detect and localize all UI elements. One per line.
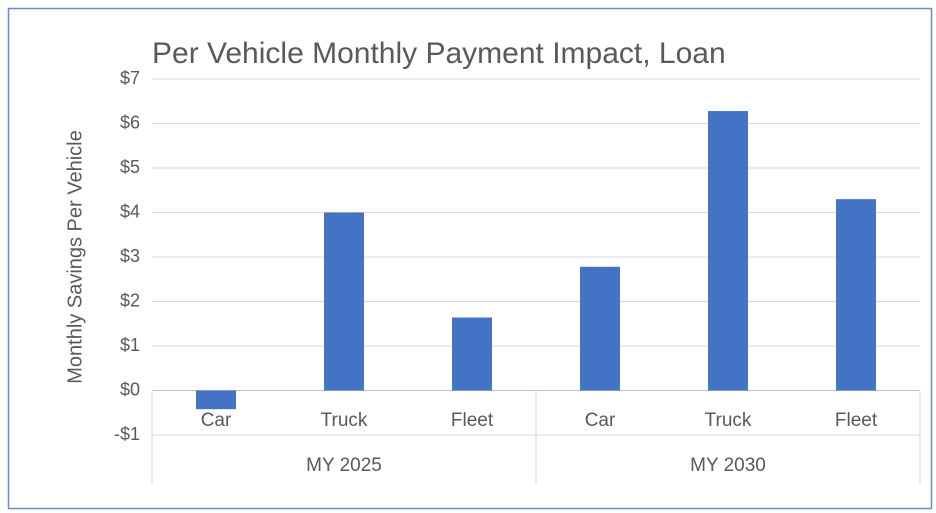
y-tick-label: $3 [120, 246, 140, 266]
chart-title: Per Vehicle Monthly Payment Impact, Loan [152, 37, 726, 70]
group-label: MY 2030 [690, 455, 766, 476]
y-tick-label: $0 [120, 379, 140, 399]
y-tick-label: $6 [120, 112, 140, 132]
bar [580, 266, 620, 391]
y-tick-label: -$1 [114, 424, 140, 444]
bar [452, 317, 492, 391]
y-tick-label: $4 [120, 201, 140, 221]
x-tick-label: Truck [705, 410, 752, 431]
x-tick-label: Car [201, 410, 232, 431]
x-tick-label: Truck [321, 410, 368, 431]
bar [708, 111, 748, 391]
bar [196, 390, 236, 410]
y-tick-label: $1 [120, 335, 140, 355]
x-tick-label: Fleet [835, 410, 878, 431]
y-tick-label: $5 [120, 157, 140, 177]
group-label: MY 2025 [306, 455, 382, 476]
bar [324, 212, 364, 391]
y-tick-label: $2 [120, 290, 140, 310]
bar [836, 199, 876, 391]
x-tick-label: Car [585, 410, 616, 431]
y-tick-label: $7 [120, 68, 140, 88]
x-tick-label: Fleet [451, 410, 494, 431]
y-axis-label: Monthly Savings Per Vehicle [64, 130, 86, 383]
chart-border [7, 7, 933, 510]
